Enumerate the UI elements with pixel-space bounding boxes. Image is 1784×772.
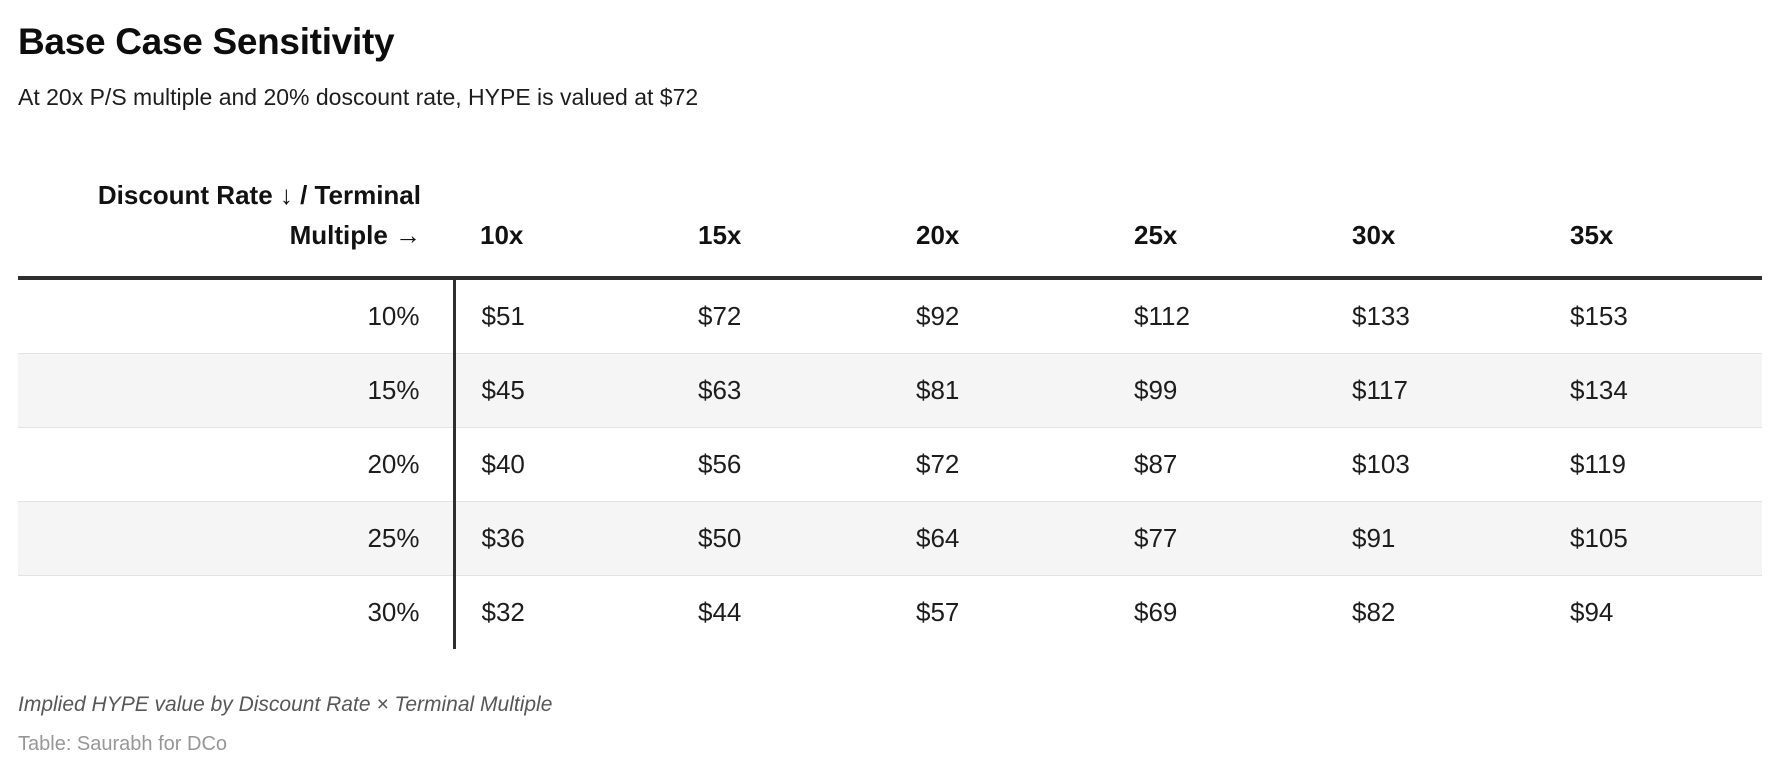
table-cell: $105 bbox=[1570, 523, 1628, 554]
table-cell: $119 bbox=[1570, 449, 1626, 480]
table-cell: $51 bbox=[452, 278, 672, 354]
subtitle: At 20x P/S multiple and 20% doscount rat… bbox=[18, 84, 699, 111]
table-cell: $94 bbox=[1570, 597, 1614, 628]
column-header-20x: 20x bbox=[916, 220, 960, 251]
table-cell: $117 bbox=[1352, 375, 1408, 406]
table-row: 25% $36 $50 $64 $77 $91 $105 bbox=[18, 501, 1762, 576]
column-header-35x: 35x bbox=[1570, 220, 1614, 251]
table-cell: $87 bbox=[1134, 449, 1178, 480]
table-cell: $36 bbox=[452, 501, 672, 576]
table-cell: $64 bbox=[916, 523, 960, 554]
table-cell: $44 bbox=[698, 597, 742, 628]
table-cell: $50 bbox=[698, 523, 742, 554]
corner-header: Discount Rate ↓ / Terminal Multiple → bbox=[97, 180, 421, 251]
row-label: 10% bbox=[367, 301, 420, 332]
table-cell: $72 bbox=[916, 449, 960, 480]
column-header-15x: 15x bbox=[698, 220, 742, 251]
table-cell: $57 bbox=[916, 597, 960, 628]
column-header-25x: 25x bbox=[1134, 220, 1178, 251]
table-row: 15% $45 $63 $81 $99 $117 $134 bbox=[18, 353, 1762, 428]
column-header-30x: 30x bbox=[1352, 220, 1396, 251]
table-cell: $56 bbox=[698, 449, 742, 480]
table-row: 30% $32 $44 $57 $69 $82 $94 bbox=[18, 575, 1762, 650]
table-row: 20% $40 $56 $72 $87 $103 $119 bbox=[18, 427, 1762, 502]
column-header-10x: 10x bbox=[480, 220, 524, 251]
table-cell: $45 bbox=[452, 353, 672, 428]
row-label: 25% bbox=[367, 523, 420, 554]
sensitivity-table: Discount Rate ↓ / Terminal Multiple → 10… bbox=[18, 157, 1762, 650]
table-cell: $92 bbox=[916, 301, 960, 332]
row-label: 30% bbox=[367, 597, 420, 628]
row-label: 20% bbox=[367, 449, 420, 480]
table-cell: $153 bbox=[1570, 301, 1628, 332]
table-cell: $112 bbox=[1134, 301, 1190, 332]
table-cell: $133 bbox=[1352, 301, 1410, 332]
page-title: Base Case Sensitivity bbox=[18, 21, 395, 62]
table-note: Implied HYPE value by Discount Rate × Te… bbox=[18, 693, 553, 717]
table-cell: $91 bbox=[1352, 523, 1396, 554]
table-cell: $77 bbox=[1134, 523, 1178, 554]
table-cell: $81 bbox=[916, 375, 960, 406]
row-label: 15% bbox=[367, 375, 420, 406]
table-footer: Implied HYPE value by Discount Rate × Te… bbox=[18, 691, 1762, 756]
table-cell: $99 bbox=[1134, 375, 1178, 406]
header-row: Discount Rate ↓ / Terminal Multiple → 10… bbox=[18, 157, 1762, 279]
table-cell: $63 bbox=[698, 375, 742, 406]
table-cell: $134 bbox=[1570, 375, 1628, 406]
table-cell: $69 bbox=[1134, 597, 1178, 628]
table-cell: $82 bbox=[1352, 597, 1396, 628]
table-row: 10% $51 $72 $92 $112 $133 $153 bbox=[18, 278, 1762, 354]
table-cell: $40 bbox=[452, 427, 672, 502]
table-credit: Table: Saurabh for DCo bbox=[18, 732, 228, 755]
table-cell: $103 bbox=[1352, 449, 1410, 480]
table-cell: $72 bbox=[698, 301, 742, 332]
table-cell: $32 bbox=[452, 575, 672, 650]
